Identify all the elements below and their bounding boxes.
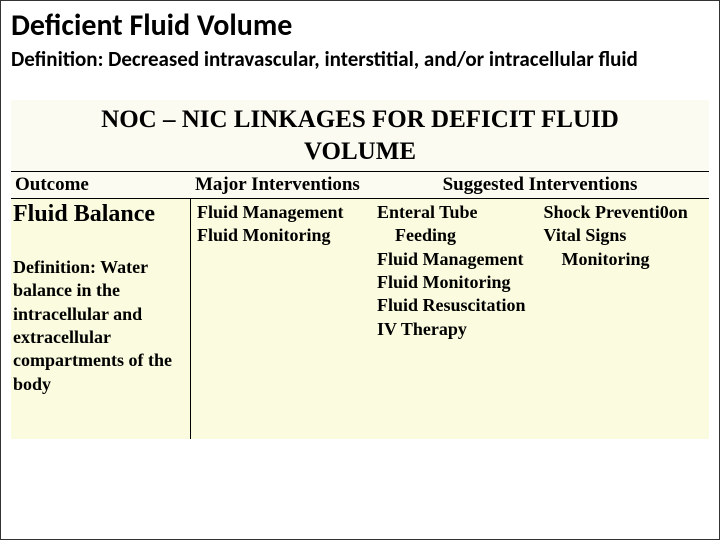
outcome-definition: Definition: Water balance in the intrace… [11, 256, 186, 396]
suggested-item: IV Therapy [377, 318, 526, 341]
suggested-item: Fluid Management [377, 248, 526, 271]
col-header-major: Major Interventions [191, 172, 371, 198]
suggested-col-right: Shock Preventi0on Vital Signs Monitoring [544, 201, 688, 433]
outcome-name: Fluid Balance [11, 201, 186, 228]
suggested-item: Shock Preventi0on [544, 201, 688, 224]
suggested-col-left: Enteral Tube Feeding Fluid Management Fl… [377, 201, 526, 433]
cell-outcome: Fluid Balance Definition: Water balance … [11, 199, 191, 439]
major-line: Fluid Monitoring [197, 224, 367, 247]
col-header-outcome: Outcome [11, 172, 191, 198]
linkages-table: NOC – NIC LINKAGES FOR DEFICIT FLUID VOL… [11, 100, 709, 439]
cell-major-interventions: Fluid Management Fluid Monitoring [191, 199, 371, 439]
col-header-suggested: Suggested Interventions [371, 172, 709, 198]
suggested-item: Monitoring [544, 248, 688, 271]
major-line: Fluid Management [197, 201, 367, 224]
page-title: Deficient Fluid Volume [11, 7, 709, 44]
suggested-item: Fluid Resuscitation [377, 294, 526, 317]
suggested-item: Enteral Tube [377, 201, 526, 224]
suggested-item: Feeding [377, 224, 526, 247]
suggested-item: Fluid Monitoring [377, 271, 526, 294]
table-caption: NOC – NIC LINKAGES FOR DEFICIT FLUID VOL… [11, 100, 709, 172]
slide-page: Deficient Fluid Volume Definition: Decre… [0, 0, 720, 540]
table-header-row: Outcome Major Interventions Suggested In… [11, 172, 709, 199]
table-body-row: Fluid Balance Definition: Water balance … [11, 199, 709, 439]
cell-suggested-interventions: Enteral Tube Feeding Fluid Management Fl… [371, 199, 709, 439]
suggested-item: Vital Signs [544, 224, 688, 247]
page-definition: Definition: Decreased intravascular, int… [11, 46, 709, 72]
